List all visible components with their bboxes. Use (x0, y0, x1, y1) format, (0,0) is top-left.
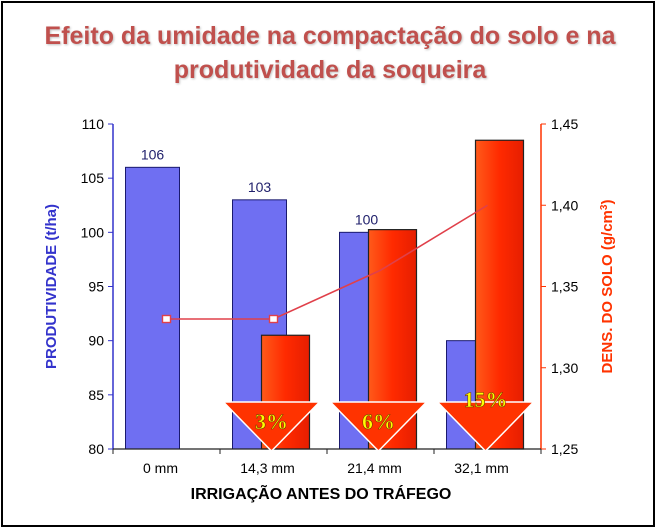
y-tick-label: 80 (88, 441, 104, 457)
density-point (268, 314, 279, 324)
bar-value-label: 100 (355, 211, 379, 227)
y-tick-label: 95 (88, 279, 104, 295)
down-arrow (328, 401, 429, 453)
chart-title-line-1: Efeito da umidade na compactação do solo… (44, 22, 616, 50)
bar-value-label: 106 (141, 146, 165, 162)
y2-tick-label: 1,40 (551, 197, 578, 213)
down-arrow (221, 401, 322, 453)
bar-value-label: 103 (248, 179, 272, 195)
y2-axis-label: DENS. DO SOLO (g/cm3) (599, 200, 617, 374)
blue-bar (125, 166, 180, 450)
x-tick-label: 0 mm (143, 460, 178, 476)
y2-tick-label: 1,30 (551, 360, 578, 376)
y-tick-label: 85 (88, 387, 104, 403)
y-tick-label: 105 (81, 170, 105, 186)
x-axis-label: IRRIGAÇÃO ANTES DO TRÁFEGO (191, 483, 452, 503)
red-density-bar (474, 139, 525, 450)
density-point (161, 314, 172, 324)
y2-tick-label: 1,45 (551, 116, 578, 132)
y-axis-label: PRODUTIVIDADE (t/ha) (43, 204, 60, 369)
down-arrow (435, 401, 536, 453)
percent-label: 15% (464, 387, 508, 412)
chart-frame: Efeito da umidade na compactação do solo… (1, 1, 655, 527)
y-tick-label: 100 (81, 224, 105, 240)
x-tick-label: 14,3 mm (240, 460, 294, 476)
chart-title: Efeito da umidade na compactação do solo… (3, 19, 657, 87)
x-tick-label: 21,4 mm (347, 460, 401, 476)
y-tick-label: 90 (88, 333, 104, 349)
percent-label: 3% (255, 409, 288, 434)
percent-label: 6% (362, 409, 395, 434)
y2-tick-label: 1,25 (551, 441, 578, 457)
y2-tick-label: 1,35 (551, 279, 578, 295)
chart-title-line-2: produtividade da soqueira (173, 56, 487, 84)
y-tick-label: 110 (82, 116, 105, 132)
density-line (166, 204, 488, 320)
x-tick-label: 32,1 mm (454, 460, 508, 476)
